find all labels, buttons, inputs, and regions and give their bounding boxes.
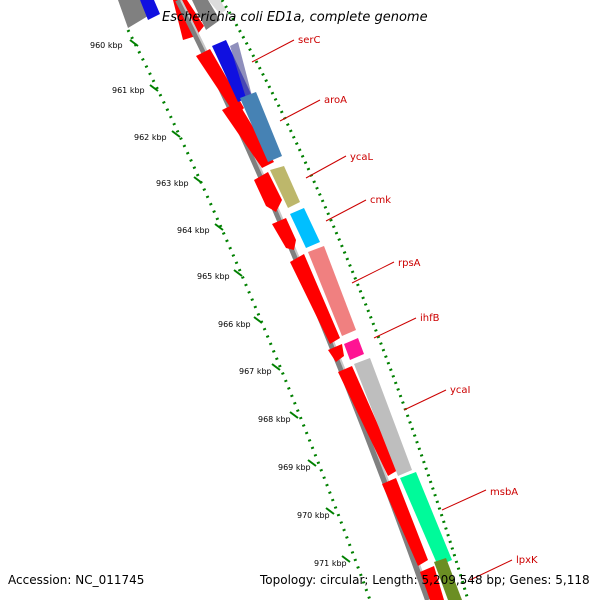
tick-mark [271,363,281,371]
gene-rpsA-cds[interactable] [290,254,340,344]
outer-dotted-ring [220,0,470,600]
gene-rpsA-cog[interactable] [308,246,356,336]
tick-label: 962 kbp [134,133,167,142]
partial-gene-grey-2 [192,0,220,30]
gene-ycaI-cog[interactable] [354,358,412,476]
gene-labels: serC aroA ycaL cmk rpsA ihfB ycaI msbA l… [251,35,538,581]
gene-ycaL-cds[interactable] [254,172,282,212]
tick-label: 971 kbp [314,559,347,568]
tick-mark [253,316,263,324]
tick-label: 970 kbp [297,511,330,520]
cds-lane [196,49,444,600]
accession-text: Accession: NC_011745 [8,573,145,587]
leader-line-rpsA [351,261,395,284]
gene-ihfB-cog[interactable] [344,338,364,360]
gene-label-cmk[interactable]: cmk [370,195,391,206]
gene-label-aroA[interactable]: aroA [324,95,347,106]
gene-label-msbA[interactable]: msbA [490,487,518,498]
tick-label: 961 kbp [112,86,145,95]
partial-gene-blue [140,0,160,20]
cog-lane [212,40,462,600]
gene-label-rpsA[interactable]: rpsA [398,258,421,269]
tick-mark [171,130,181,138]
tick-label: 968 kbp [258,415,291,424]
topology-text: Topology: circular; Length: 5,209,548 bp… [260,573,590,587]
gene-serC-cog-shade [230,42,252,98]
tick-mark [233,269,243,277]
gene-aroA-cog[interactable] [240,92,282,162]
tick-label: 964 kbp [177,226,210,235]
leader-line-cmk [325,199,367,222]
leader-line-ycaI [403,389,447,411]
tick-ring [126,29,372,600]
tick-label: 965 kbp [197,272,230,281]
tick-label: 967 kbp [239,367,272,376]
tick-mark [193,176,203,184]
gene-label-ihfB[interactable]: ihfB [420,313,440,324]
leader-line-msbA [441,489,487,511]
gene-label-ycaI[interactable]: ycaI [450,385,471,396]
gene-serC-cds[interactable] [196,49,244,116]
tick-mark [149,84,159,92]
gene-ycaL-cog[interactable] [270,166,300,208]
tick-label: 966 kbp [218,320,251,329]
gene-msbA-cog[interactable] [400,472,452,566]
kbp-ticks: 960 kbp 961 kbp 962 kbp 963 kbp 964 kbp … [90,39,351,568]
tick-mark [289,411,299,419]
partial-gene-lightgrey [208,0,226,14]
gene-label-serC[interactable]: serC [298,35,320,46]
leader-line-serC [251,39,295,63]
gene-aroA-cds[interactable] [222,102,274,168]
tick-label: 960 kbp [90,41,123,50]
tick-mark [325,507,335,515]
leader-line-ycaL [305,155,347,179]
tick-mark [341,555,351,563]
gene-label-lpxK[interactable]: lpxK [516,555,538,566]
leader-line-lpxK [469,559,513,581]
genome-title: Escherichia coli ED1a, complete genome [162,10,428,25]
gene-lpxK-cds[interactable] [420,566,444,600]
tick-label: 963 kbp [156,179,189,188]
gene-ihfB-cds[interactable] [328,344,344,362]
tick-label: 969 kbp [278,463,311,472]
gene-msbA-cds[interactable] [382,478,428,566]
leader-line-ihfB [373,317,417,339]
tick-mark [307,459,317,467]
gene-lpxK-cog[interactable] [434,558,462,600]
gene-cmk-cog[interactable] [290,208,320,248]
tick-mark [129,39,139,47]
gene-ycaI-cds[interactable] [338,366,398,476]
partial-gene-grey [118,0,148,28]
gene-serC-cog[interactable] [212,40,252,102]
tick-mark [214,223,224,231]
leader-line-aroA [279,99,321,122]
gene-cmk-cds[interactable] [272,218,296,250]
gene-label-ycaL[interactable]: ycaL [350,152,374,163]
genome-backbone [175,0,431,600]
